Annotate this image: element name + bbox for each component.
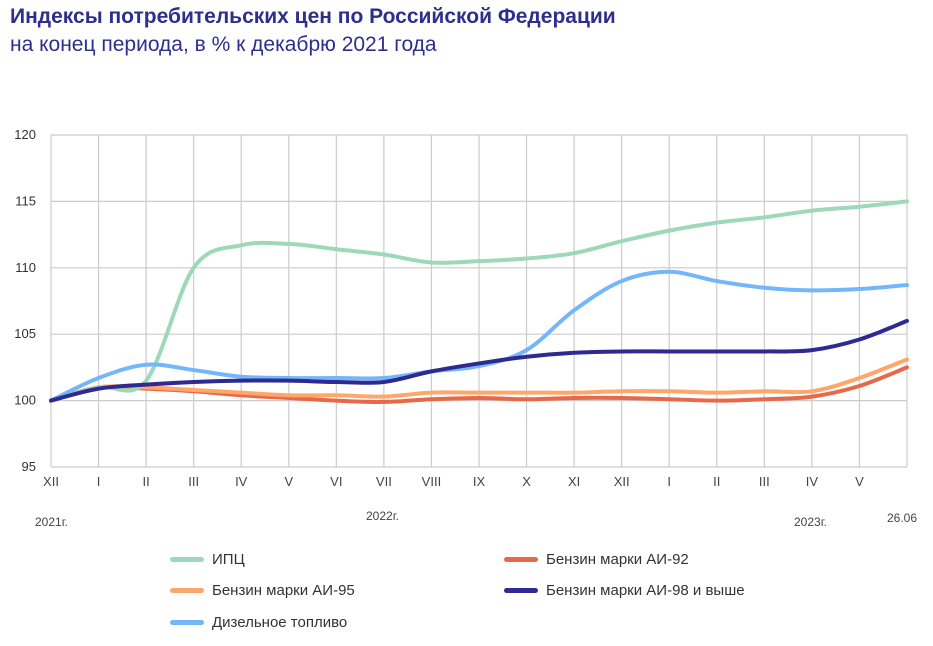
legend-swatch-cpi	[170, 557, 204, 562]
year-label: 2021г.	[35, 515, 68, 529]
x-tick-label: XI	[568, 474, 580, 489]
legend-item-ai95: Бензин марки АИ-95	[170, 582, 355, 599]
x-tick-label: III	[188, 474, 199, 489]
series-lines	[49, 199, 909, 404]
y-tick-label: 110	[15, 260, 36, 275]
x-tick-label: V	[855, 474, 864, 489]
x-tick-label: I	[667, 474, 671, 489]
x-tick-label: II	[142, 474, 149, 489]
legend-label: Бензин марки АИ-92	[546, 551, 689, 568]
x-tick-label: VI	[330, 474, 342, 489]
x-tick-label: III	[759, 474, 770, 489]
x-tick-label: I	[97, 474, 101, 489]
legend-item-ai92: Бензин марки АИ-92	[504, 551, 689, 568]
chart-subtitle: на конец периода, в % к декабрю 2021 год…	[10, 33, 437, 56]
year-labels: 2021г. 2022г. 2023г. 26.06	[35, 509, 917, 529]
x-tick-label: V	[284, 474, 293, 489]
legend-swatch-ai92	[504, 557, 538, 562]
series-line	[49, 199, 909, 403]
x-tick-label: II	[713, 474, 720, 489]
y-tick-label: 100	[14, 393, 36, 408]
legend-label: Бензин марки АИ-98 и выше	[546, 582, 745, 599]
series-line	[49, 318, 909, 403]
y-tick-label: 115	[15, 193, 36, 208]
year-label: 26.06	[887, 511, 917, 525]
legend-swatch-diesel	[170, 620, 204, 625]
y-tick-label: 105	[14, 326, 36, 341]
legend-item-cpi: ИПЦ	[170, 551, 245, 568]
series-line	[49, 357, 909, 403]
y-axis-ticks: 95 100 105 110 115 120	[14, 127, 36, 474]
x-tick-label: XII	[43, 474, 59, 489]
legend-swatch-ai98	[504, 588, 538, 593]
legend-label: Бензин марки АИ-95	[212, 582, 355, 599]
x-tick-label: IV	[235, 474, 248, 489]
x-tick-label: IX	[473, 474, 486, 489]
y-tick-label: 120	[14, 127, 36, 142]
chart-title: Индексы потребительских цен по Российско…	[10, 5, 616, 28]
year-label: 2022г.	[366, 509, 399, 523]
x-tick-label: X	[522, 474, 531, 489]
legend-swatch-ai95	[170, 588, 204, 593]
x-tick-label: VIII	[422, 474, 442, 489]
series-line	[49, 269, 909, 403]
x-tick-label: XII	[614, 474, 630, 489]
x-axis-ticks: XII I II III IV V VI VII VIII IX X XI XII I II III IV V	[43, 474, 864, 489]
y-tick-label: 95	[22, 459, 36, 474]
x-tick-label: IV	[806, 474, 819, 489]
legend-item-ai98: Бензин марки АИ-98 и выше	[504, 582, 745, 599]
legend-label: Дизельное топливо	[212, 614, 348, 631]
x-tick-label: VII	[376, 474, 392, 489]
legend-item-diesel: Дизельное топливо	[170, 614, 347, 631]
legend-label: ИПЦ	[212, 551, 245, 568]
year-label: 2023г.	[794, 515, 827, 529]
